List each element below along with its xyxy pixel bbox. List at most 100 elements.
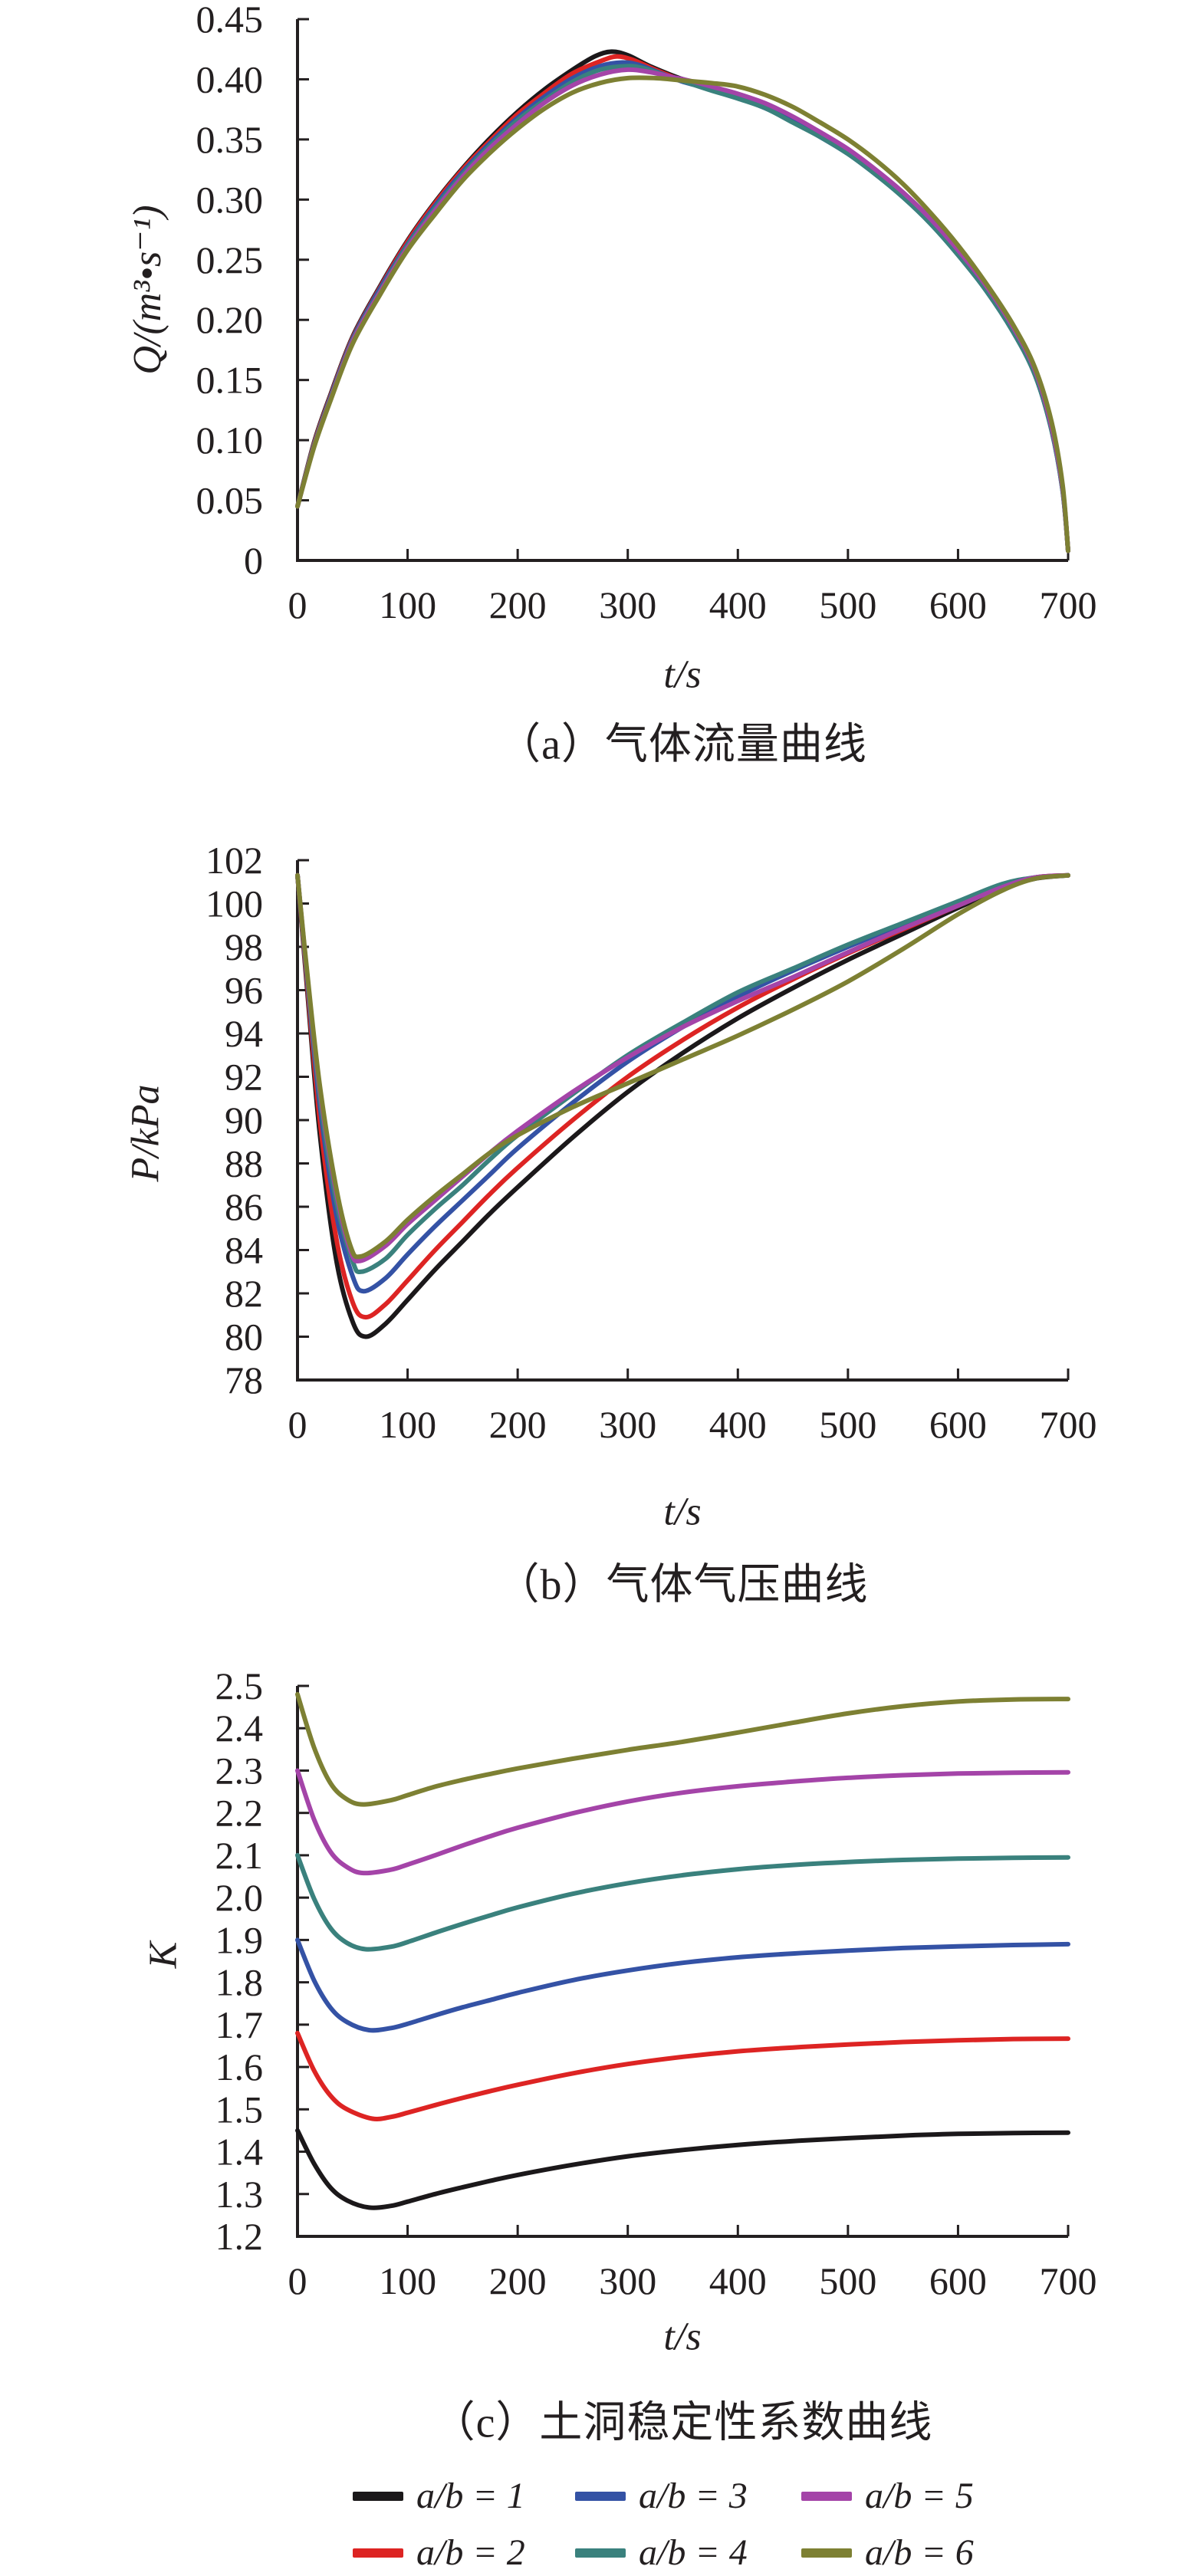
series-olive [295,1692,1070,1807]
legend-swatch-black [353,2492,403,2501]
x-tick-label: 100 [379,583,436,626]
chart-c: 2.52.42.32.22.12.01.91.81.71.61.51.41.31… [215,1664,1097,2302]
x-tick-label: 0 [288,2259,307,2302]
y-tick-label: 2.5 [215,1664,264,1707]
y-tick-label: 1.9 [215,1918,264,1961]
x-axis-label-pressure: t/s [663,1490,702,1534]
legend-label: a/b = 5 [865,2476,974,2516]
x-axis-b: 0 100 200 300 400 500 600 700 [288,1368,1097,1446]
y-tick-label: 94 [225,1012,263,1055]
x-tick-label: 100 [379,1403,436,1446]
y-tick-label: 1.4 [215,2131,264,2174]
y-tick-label: 0.40 [196,58,264,100]
y-tick-label: 82 [225,1272,263,1315]
x-tick-label: 100 [379,2259,436,2302]
y-tick-label: 1.5 [215,2088,264,2131]
x-tick-label: 200 [489,1403,547,1446]
legend-swatch-olive [801,2548,852,2558]
y-tick-label: 100 [205,882,263,925]
legend-swatch-purple [801,2492,852,2501]
x-tick-label: 600 [929,583,987,626]
y-tick-label: 2.4 [215,1707,264,1750]
y-tick-label: 2.2 [215,1792,264,1835]
x-tick-label: 0 [288,1403,307,1446]
x-tick-label: 500 [819,583,876,626]
y-tick-label: 1.3 [215,2173,264,2216]
axis-lines [296,860,1068,1382]
series-teal [295,64,1070,554]
series-blue [295,60,1070,554]
x-axis-label-stability: t/s [663,2315,702,2359]
legend-label: a/b = 3 [639,2476,748,2516]
x-tick-label: 300 [599,2259,656,2302]
y-tick-label: 1.6 [215,2045,264,2088]
y-tick-label: 0.25 [196,238,264,281]
caption-stability-chart: （c）土洞稳定性系数曲线 [432,2399,933,2447]
legend-label: a/b = 4 [639,2532,748,2573]
y-tick-label: 86 [225,1185,263,1228]
legend-item: a/b = 3 [575,2476,801,2516]
series-olive [295,75,1070,554]
series-blue [295,1937,1070,2033]
y-axis-a: 0.45 0.40 0.35 0.30 0.25 0.20 0.15 0.10 0.05 0 [196,0,309,582]
x-tick-label: 700 [1040,1403,1097,1446]
series-red [295,2030,1070,2121]
x-axis-c: 0 100 200 300 400 500 600 700 [288,2225,1097,2302]
y-tick-label: 0.10 [196,419,264,462]
legend-item: a/b = 1 [353,2476,575,2516]
y-axis-label-flow: Q/(m³•s⁻¹) [126,205,169,375]
legend-label: a/b = 1 [416,2476,525,2516]
caption-pressure-chart: （b）气体气压曲线 [496,1561,869,1609]
y-tick-label: 0 [244,539,263,582]
x-tick-label: 200 [489,2259,547,2302]
chart-a: 0.45 0.40 0.35 0.30 0.25 0.20 0.15 0.10 0.05 00 10… [196,0,1097,626]
x-tick-label: 400 [709,2259,767,2302]
series-purple [295,1768,1070,1876]
y-axis-label-pressure: P/kPa [123,1084,168,1182]
series-purple [295,67,1070,554]
x-axis-label-flow: t/s [663,652,702,697]
y-tick-label: 0.15 [196,359,264,402]
y-tick-label: 0.45 [196,0,264,41]
x-tick-label: 300 [599,583,656,626]
legend-label: a/b = 6 [865,2532,974,2573]
y-tick-label: 84 [225,1229,263,1272]
axis-lines [296,19,1068,562]
legend-item: a/b = 2 [353,2533,575,2573]
caption-flow-chart: （a）气体流量曲线 [498,721,867,769]
y-tick-label: 92 [225,1056,263,1099]
y-tick-label: 98 [225,925,263,968]
x-tick-label: 400 [709,1403,767,1446]
y-tick-label: 1.7 [215,2003,264,2046]
x-tick-label: 600 [929,2259,987,2302]
series-olive [295,872,1070,1260]
series-black [295,49,1070,554]
y-tick-label: 88 [225,1142,263,1185]
legend-swatch-red [353,2548,403,2558]
y-tick-label: 0.20 [196,298,264,341]
y-tick-label: 0.35 [196,118,264,161]
y-tick-label: 1.8 [215,1961,264,2004]
y-tick-label: 80 [225,1316,263,1359]
series-red [295,54,1070,554]
legend-item: a/b = 6 [801,2533,1054,2573]
x-tick-label: 500 [819,1403,876,1446]
y-axis-label-stability: K [141,1941,186,1969]
legend: a/b = 1 a/b = 3 a/b = 5 a/b = 2 a/b = 4 a/b =… [353,2476,1054,2573]
x-tick-label: 700 [1040,2259,1097,2302]
x-tick-label: 200 [489,583,547,626]
series-purple [295,872,1070,1263]
x-tick-label: 300 [599,1403,656,1446]
legend-label: a/b = 2 [416,2532,525,2573]
y-tick-label: 0.30 [196,178,264,221]
x-tick-label: 600 [929,1403,987,1446]
legend-item: a/b = 4 [575,2533,801,2573]
y-tick-label: 2.0 [215,1876,264,1919]
y-tick-label: 1.2 [215,2215,264,2258]
y-tick-label: 2.1 [215,1834,264,1877]
series-teal [295,1852,1070,1952]
x-tick-label: 400 [709,583,767,626]
y-axis-c: 2.52.42.32.22.12.01.91.81.71.61.51.41.31… [215,1664,309,2258]
